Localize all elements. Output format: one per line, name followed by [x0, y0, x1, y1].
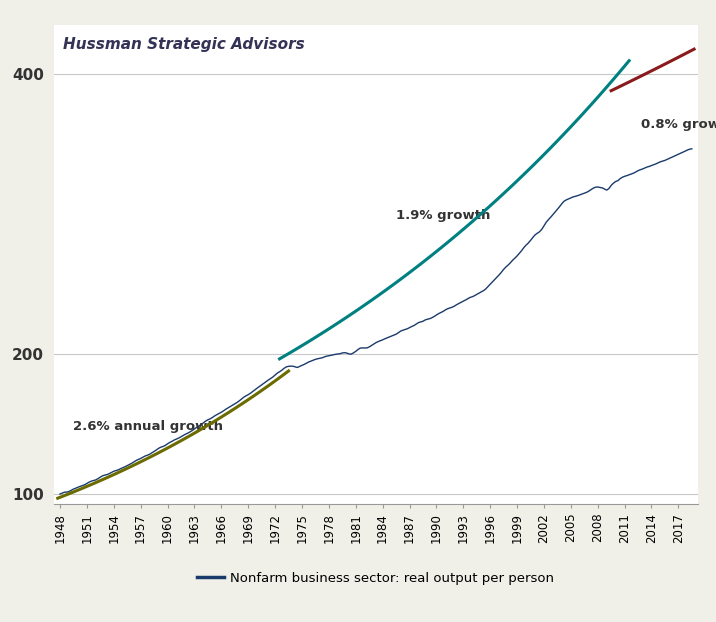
- Text: 2.6% annual growth: 2.6% annual growth: [74, 420, 223, 434]
- Legend: Nonfarm business sector: real output per person: Nonfarm business sector: real output per…: [192, 567, 560, 591]
- Text: 1.9% growth: 1.9% growth: [396, 209, 490, 222]
- Text: 0.8% growth: 0.8% growth: [641, 118, 716, 131]
- Text: Hussman Strategic Advisors: Hussman Strategic Advisors: [63, 37, 305, 52]
